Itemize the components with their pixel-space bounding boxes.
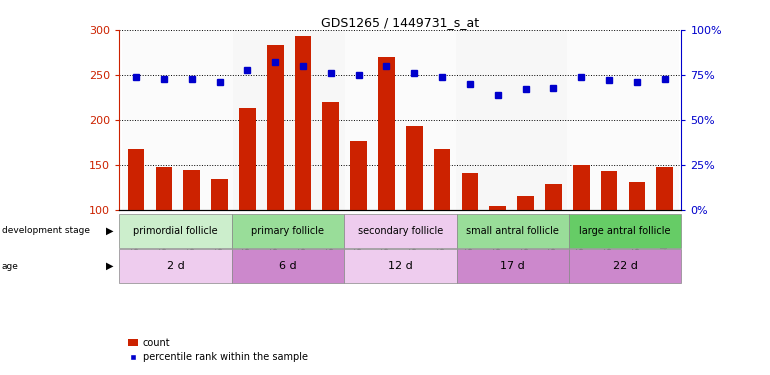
Bar bbox=[656, 167, 673, 210]
Bar bbox=[267, 45, 283, 210]
Bar bbox=[406, 126, 423, 210]
Bar bbox=[457, 214, 569, 248]
Bar bbox=[345, 30, 456, 210]
Text: 22 d: 22 d bbox=[613, 261, 638, 271]
Bar bbox=[232, 249, 344, 283]
Bar bbox=[232, 214, 344, 248]
Bar bbox=[601, 171, 618, 210]
Bar bbox=[323, 102, 339, 210]
Legend: count, percentile rank within the sample: count, percentile rank within the sample bbox=[124, 334, 312, 366]
Bar bbox=[156, 167, 172, 210]
Bar bbox=[128, 149, 145, 210]
Bar bbox=[569, 249, 681, 283]
Bar bbox=[434, 149, 450, 210]
Bar bbox=[573, 165, 590, 210]
Bar bbox=[119, 249, 232, 283]
Text: secondary follicle: secondary follicle bbox=[358, 226, 443, 236]
Bar bbox=[456, 30, 567, 210]
Bar bbox=[233, 30, 345, 210]
Text: 2 d: 2 d bbox=[166, 261, 185, 271]
Text: primary follicle: primary follicle bbox=[252, 226, 324, 236]
Bar bbox=[211, 178, 228, 210]
Bar bbox=[628, 182, 645, 210]
Text: age: age bbox=[2, 262, 18, 271]
Text: development stage: development stage bbox=[2, 226, 89, 235]
Bar bbox=[569, 214, 681, 248]
Text: small antral follicle: small antral follicle bbox=[467, 226, 559, 236]
Bar bbox=[457, 249, 569, 283]
Bar bbox=[239, 108, 256, 210]
Bar bbox=[122, 30, 233, 210]
Text: 6 d: 6 d bbox=[280, 261, 296, 271]
Title: GDS1265 / 1449731_s_at: GDS1265 / 1449731_s_at bbox=[321, 16, 480, 29]
Bar bbox=[490, 206, 506, 210]
Bar bbox=[344, 214, 457, 248]
Text: 12 d: 12 d bbox=[388, 261, 413, 271]
Bar bbox=[462, 173, 478, 210]
Bar bbox=[567, 30, 678, 210]
Text: large antral follicle: large antral follicle bbox=[580, 226, 671, 236]
Bar bbox=[183, 170, 200, 210]
Bar bbox=[378, 57, 395, 210]
Bar bbox=[545, 184, 562, 210]
Bar bbox=[344, 249, 457, 283]
Text: primordial follicle: primordial follicle bbox=[133, 226, 218, 236]
Bar bbox=[295, 36, 311, 210]
Text: ▶: ▶ bbox=[106, 261, 114, 271]
Bar bbox=[119, 214, 232, 248]
Bar bbox=[350, 141, 367, 210]
Bar bbox=[517, 196, 534, 210]
Text: 17 d: 17 d bbox=[500, 261, 525, 271]
Text: ▶: ▶ bbox=[106, 226, 114, 236]
